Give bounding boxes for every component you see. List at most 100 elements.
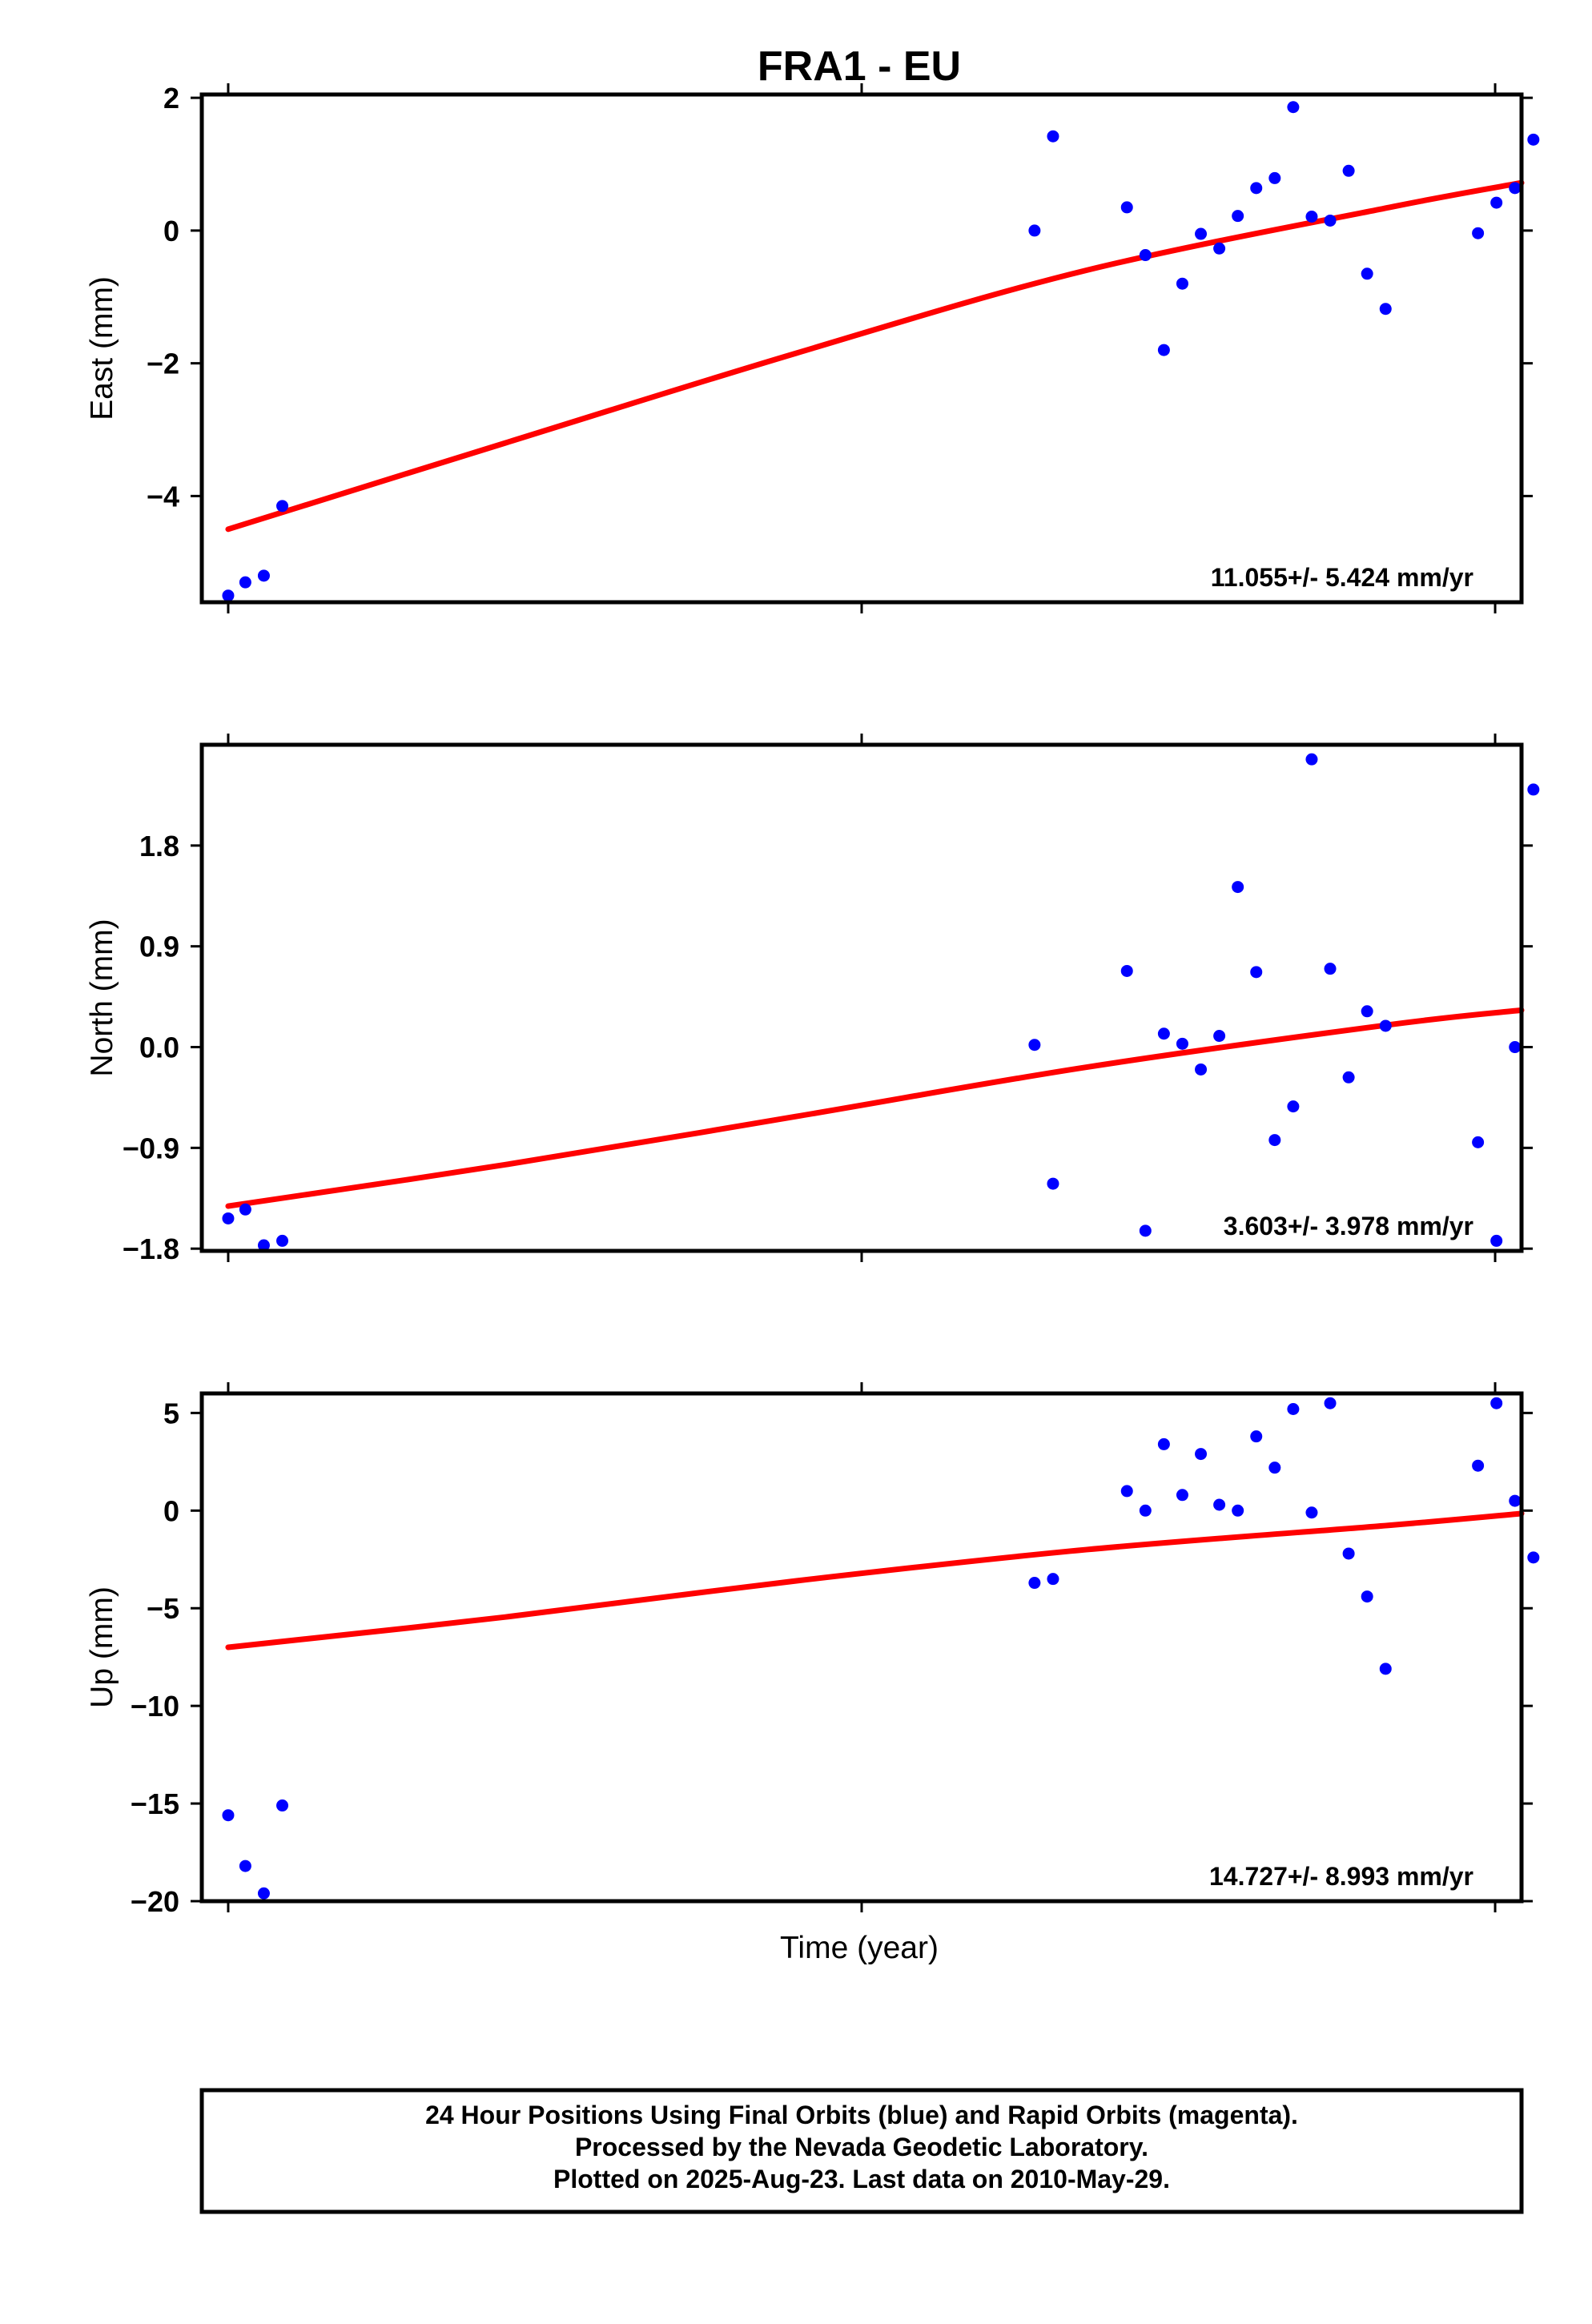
y-tick-label: 0.9 [139,931,179,963]
data-point [1472,227,1485,239]
data-point [1305,1506,1318,1519]
data-point [1232,1504,1244,1517]
data-point [1157,1437,1170,1450]
data-point [1047,1573,1059,1586]
caption-frame [199,2088,1524,2214]
data-point [1268,171,1281,184]
data-point [1287,1403,1300,1416]
data-point [1472,1459,1485,1472]
data-point [1213,242,1226,255]
data-point [1527,1551,1540,1564]
data-point [276,1799,289,1812]
data-point [1028,1039,1041,1051]
data-point [1268,1134,1281,1147]
data-point [1324,214,1337,227]
data-point [1324,963,1337,975]
data-point [1139,1224,1152,1237]
y-tick-label: −10 [131,1690,179,1723]
rate-label: 14.727+/- 8.993 mm/yr [1209,1862,1473,1891]
y-tick-label: −4 [147,480,179,513]
data-point [239,1860,251,1872]
data-point [1213,1498,1226,1511]
caption-line-3: Plotted on 2025-Aug-23. Last data on 201… [553,2165,1170,2193]
data-point [1195,1063,1208,1076]
fit-line [225,179,1525,533]
data-point [1509,1041,1522,1054]
data-point [1028,224,1041,237]
data-point [1232,210,1244,223]
data-point [1490,1234,1503,1247]
y-tick-label: 5 [163,1397,179,1429]
data-point [1232,881,1244,894]
data-point [1028,1577,1041,1590]
data-point [1176,1037,1188,1050]
data-point [1120,201,1133,214]
panel-east: 2 0 −2 −4 11.055+/- 5.424 mm/yr East (mm) [85,82,1540,613]
data-point [1139,249,1152,262]
data-point [1490,196,1503,209]
data-point [276,500,289,513]
data-point [1490,1397,1503,1409]
data-point [1342,1071,1355,1084]
data-point [1509,1494,1522,1507]
data-point [1176,1489,1188,1502]
data-point [1342,1547,1355,1560]
y-tick-label: −15 [131,1787,179,1820]
data-point [239,1203,251,1216]
data-point [1361,1590,1373,1603]
data-point [1361,1005,1373,1018]
data-point [257,569,270,582]
data-point [222,1212,235,1224]
rate-label: 3.603+/- 3.978 mm/yr [1224,1212,1473,1240]
panel-up: 5 0 −5 −10 −15 −20 14.727+/- 8.993 mm/yr Up (mm… [85,1382,1540,1918]
plot-frame [199,742,1524,1253]
data-point [1305,210,1318,223]
data-point [1195,227,1208,240]
data-point [1047,1177,1059,1190]
data-point [276,1234,289,1247]
fit-line [225,1007,1525,1209]
data-point [1195,1448,1208,1461]
data-point [1287,101,1300,114]
y-tick-label: −20 [131,1885,179,1918]
y-tick-label: −0.9 [123,1132,179,1164]
data-point [1379,1019,1392,1032]
y-axis-label: North (mm) [85,919,119,1076]
panel-north: 1.8 0.9 0.0 −0.9 −1.8 3.603+/- 3.978 mm/yr Nor… [85,734,1540,1265]
caption-line-1: 24 Hour Positions Using Final Orbits (bl… [425,2101,1298,2129]
data-point [239,576,251,589]
data-point [1139,1504,1152,1517]
x-axis-label: Time (year) [780,1931,939,1965]
data-point [1213,1030,1226,1043]
y-tick-label: −1.8 [123,1232,179,1265]
caption-line-2: Processed by the Nevada Geodetic Laborat… [575,2133,1148,2161]
data-point [257,1887,270,1900]
data-point [1250,1430,1263,1443]
data-point [257,1239,270,1252]
y-tick-label: 0.0 [139,1031,179,1064]
data-point [1157,344,1170,356]
data-point [222,1809,235,1822]
y-tick-label: 0 [163,1494,179,1527]
data-point [1287,1100,1300,1113]
caption-box: 24 Hour Positions Using Final Orbits (bl… [199,2088,1524,2214]
data-point [1157,1027,1170,1040]
data-point [1324,1397,1337,1409]
data-point [1379,1663,1392,1675]
data-point [1379,303,1392,316]
chart-title: FRA1 - EU [758,43,961,90]
y-tick-label: 1.8 [139,830,179,862]
data-point [1047,130,1059,143]
y-tick-label: 2 [163,82,179,115]
y-axis-label: Up (mm) [85,1586,119,1708]
data-point [1305,753,1318,766]
y-axis-label: East (mm) [85,276,119,420]
data-point [1472,1136,1485,1148]
y-tick-label: −5 [147,1592,179,1625]
data-point [1509,182,1522,195]
data-point [1176,277,1188,290]
data-point [1527,783,1540,796]
data-point [1120,1485,1133,1498]
data-point [1250,966,1263,979]
